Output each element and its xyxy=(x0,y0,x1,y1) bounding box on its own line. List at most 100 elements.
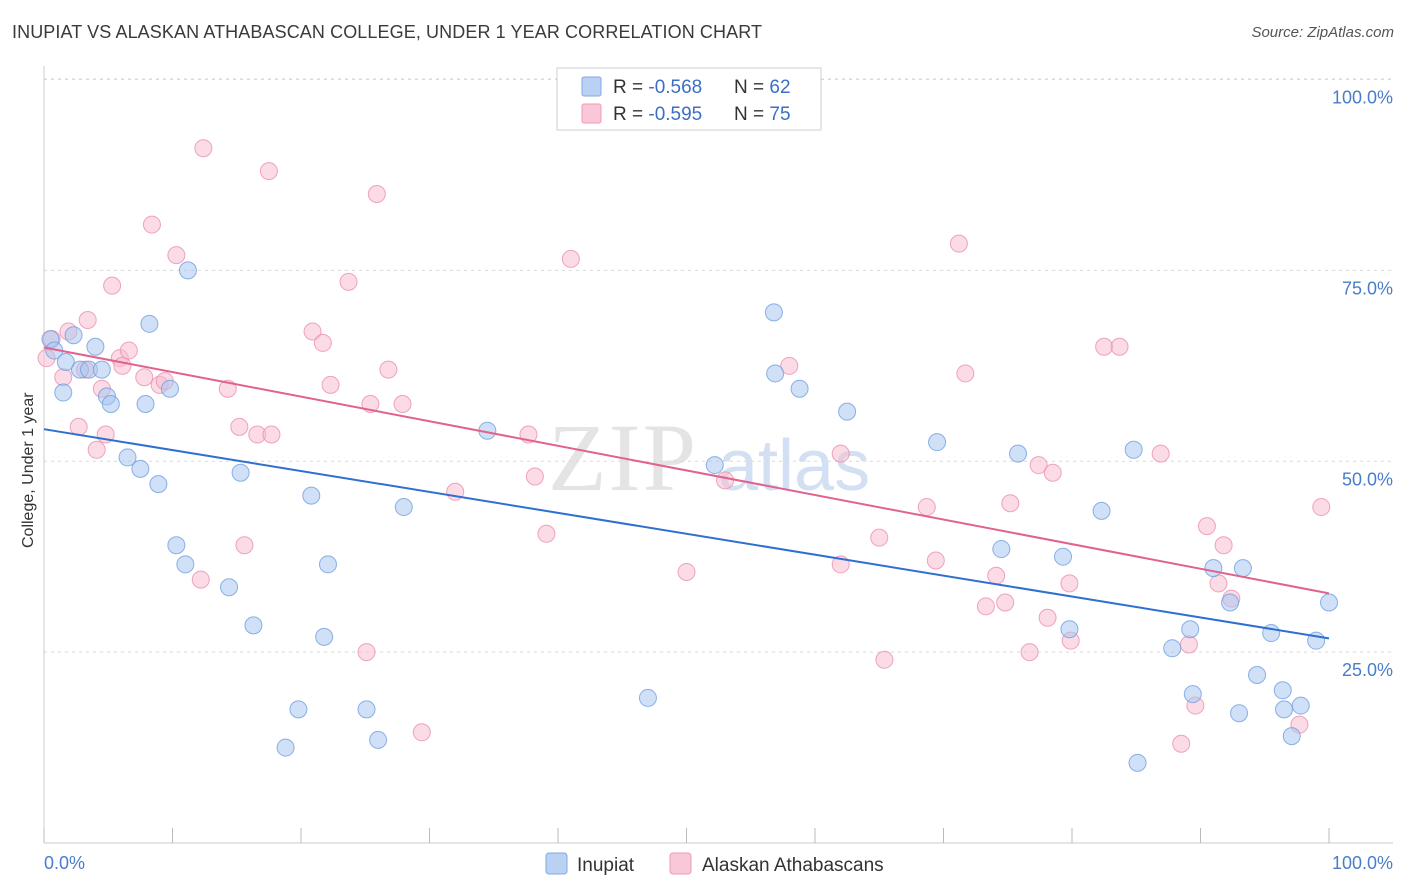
inupiat-point xyxy=(1273,681,1292,700)
inupiat-point xyxy=(136,394,155,413)
inupiat-point xyxy=(56,352,75,371)
inupiat-point xyxy=(101,394,120,413)
athabascan-point xyxy=(780,356,799,375)
inupiat-point xyxy=(1233,559,1252,578)
athabascan-point xyxy=(78,311,97,330)
y-tick-label: 75.0% xyxy=(1342,278,1393,298)
inupiat-point xyxy=(928,433,947,452)
athabascan-point xyxy=(313,333,332,352)
inupiat-point xyxy=(394,498,413,517)
athabascan-point xyxy=(870,528,889,547)
legend-swatch-pink xyxy=(581,103,602,124)
legend-n-label-1: N = xyxy=(734,77,769,98)
legend-r-value-2: -0.595 xyxy=(648,104,702,125)
series-legend: Inupiat Alaskan Athabascans xyxy=(545,852,884,876)
athabascan-point xyxy=(412,723,431,742)
inupiat-point xyxy=(790,379,809,398)
athabascan-point xyxy=(103,276,122,295)
inupiat-point xyxy=(220,578,239,597)
athabascan-point xyxy=(1197,517,1216,536)
inupiat-point xyxy=(302,486,321,505)
inupiat-point xyxy=(1320,593,1338,612)
athabascan-point xyxy=(167,246,186,265)
inupiat-point xyxy=(140,314,159,333)
athabascan-point xyxy=(87,440,106,459)
inupiat-point xyxy=(357,700,376,719)
chart-title: INUPIAT VS ALASKAN ATHABASCAN COLLEGE, U… xyxy=(12,22,763,42)
athabascan-point xyxy=(135,368,154,387)
legend-swatch-blue xyxy=(581,76,602,97)
athabascan-point xyxy=(561,249,580,268)
legend-n-value-2: 75 xyxy=(769,104,790,125)
athabascan-point xyxy=(191,570,210,589)
inupiat-point xyxy=(289,700,308,719)
inupiat-point xyxy=(276,738,295,757)
y-tick-label: 100.0% xyxy=(1332,88,1393,108)
athabascan-point xyxy=(525,467,544,486)
inupiat-point xyxy=(64,326,83,345)
inupiat-point xyxy=(131,459,150,478)
inupiat-point xyxy=(176,555,195,574)
inupiat-point xyxy=(315,627,334,646)
inupiat-point xyxy=(86,337,105,356)
athabascan-point xyxy=(1179,635,1198,654)
athabascan-point xyxy=(1214,536,1233,555)
athabascan-point xyxy=(379,360,398,379)
inupiat-point xyxy=(1163,639,1182,658)
correlation-legend: R = -0.568 N = 62 R = -0.595 N = 75 xyxy=(556,67,822,131)
inupiat-point xyxy=(1275,700,1294,719)
athabascan-point xyxy=(716,471,735,490)
athabascan-point xyxy=(262,425,281,444)
athabascan-point xyxy=(259,162,278,181)
inupiat-point xyxy=(638,688,657,707)
inupiat-point xyxy=(764,303,783,322)
inupiat-point xyxy=(992,540,1011,559)
athabascan-point xyxy=(367,185,386,204)
inupiat-point xyxy=(167,536,186,555)
y-tick-labels: 25.0% 50.0% 75.0% 100.0% xyxy=(1332,88,1393,681)
athabascan-point xyxy=(54,368,73,387)
legend-r-value-1: -0.568 xyxy=(648,77,702,98)
legend-row-1-n: N = 62 xyxy=(734,77,791,98)
athabascan-point xyxy=(1020,643,1039,662)
athabascan-point xyxy=(677,562,696,581)
inupiat-point xyxy=(178,261,197,280)
athabascan-point xyxy=(1172,734,1191,753)
legend-n-label-2: N = xyxy=(734,104,769,125)
legend-row-2-n: N = 75 xyxy=(734,104,791,125)
athabascan-point xyxy=(303,322,322,341)
athabascan-point xyxy=(875,650,894,669)
inupiat-point xyxy=(149,475,168,494)
athabascan-point xyxy=(1209,574,1228,593)
alaskan-athabascans-trend-line xyxy=(43,346,1330,595)
inupiat-point xyxy=(1009,444,1028,463)
athabascan-point xyxy=(321,375,340,394)
athabascan-point xyxy=(976,597,995,616)
x-tick-label-0: 0.0% xyxy=(44,853,85,873)
athabascan-point xyxy=(1060,574,1079,593)
inupiat-point xyxy=(766,364,785,383)
watermark-atlas: atlas xyxy=(718,426,870,506)
y-axis-label: College, Under 1 year xyxy=(20,392,37,548)
series-inupiat-points xyxy=(41,261,1338,772)
inupiat-point xyxy=(1230,704,1249,723)
inupiat-point xyxy=(1060,620,1079,639)
inupiat-point xyxy=(318,555,337,574)
inupiat-point xyxy=(1092,501,1111,520)
bottom-legend-label-athabascans: Alaskan Athabascans xyxy=(702,855,884,876)
bottom-legend-swatch-inupiat xyxy=(545,852,568,875)
inupiat-point xyxy=(1282,727,1301,746)
bottom-legend-swatch-athabascans xyxy=(669,852,692,875)
legend-row-2: R = -0.595 xyxy=(613,104,702,125)
athabascan-point xyxy=(1029,456,1048,475)
athabascan-point xyxy=(339,272,358,291)
athabascan-point xyxy=(987,566,1006,585)
inupiat-point xyxy=(160,379,179,398)
athabascan-point xyxy=(393,394,412,413)
athabascan-point xyxy=(917,498,936,517)
athabascan-point xyxy=(357,643,376,662)
watermark: ZIP atlas xyxy=(548,404,870,511)
athabascan-point xyxy=(1151,444,1170,463)
legend-r-label-1: R = xyxy=(613,77,648,98)
